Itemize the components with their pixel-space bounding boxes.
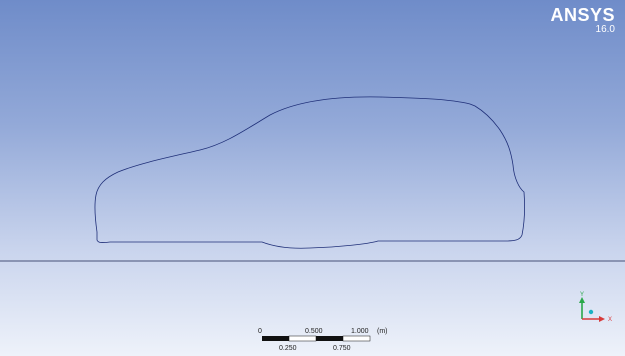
brand-version: 16.0 [595,24,615,35]
triad-y-label: Y [580,292,584,298]
car-body-outline [94,96,525,249]
axis-triad[interactable]: Y X [579,292,612,323]
brand-name: ANSYS [550,5,615,25]
scale-label-0750: 0.750 [333,345,351,352]
scale-label-0500: 0.500 [305,328,323,335]
scale-segment-1 [262,336,289,341]
triad-x-arrow-icon [599,316,605,322]
scale-segment-4 [342,335,371,342]
triad-y-arrow-icon [579,297,585,303]
scale-segment-2 [288,335,317,342]
scale-label-0250: 0.250 [279,345,297,352]
scale-unit: (m) [377,328,388,335]
scale-bar: 0 0.500 1.000 (m) 0.250 0.750 [258,328,388,352]
scale-segment-3 [316,336,343,341]
triad-x-label: X [608,317,612,323]
scale-label-1000: 1.000 [351,328,369,335]
ansys-logo: ANSYS 16.0 [550,6,615,35]
scale-label-0: 0 [258,328,262,335]
triad-origin-icon [588,309,594,315]
